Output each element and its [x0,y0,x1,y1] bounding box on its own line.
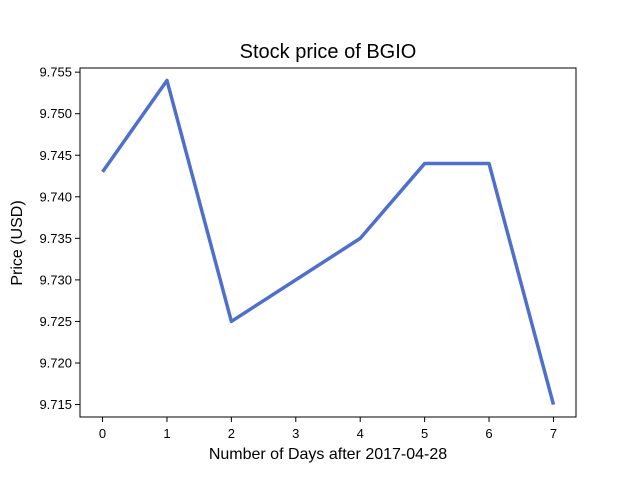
y-tick-label: 9.715 [39,397,72,412]
series-layer [101,78,556,405]
y-tick-label: 9.735 [39,231,72,246]
x-axis: 0 1 2 3 4 5 6 7 [99,417,557,441]
y-tick-label: 9.730 [39,272,72,287]
x-tick-label: 1 [163,426,170,441]
x-tick-label: 0 [99,426,106,441]
y-tick-label: 9.750 [39,106,72,121]
x-tick-label: 6 [485,426,492,441]
x-tick-label: 3 [292,426,299,441]
y-tick-label: 9.745 [39,148,72,163]
x-axis-label: Number of Days after 2017-04-28 [209,446,447,463]
y-tick-label: 9.740 [39,189,72,204]
x-tick-label: 4 [357,426,364,441]
x-tick-label: 5 [421,426,428,441]
price-series-line [101,78,556,405]
y-tick-label: 9.755 [39,65,72,80]
y-tick-label: 9.725 [39,314,72,329]
plot-area-frame [79,67,577,418]
chart-title: Stock price of BGIO [240,41,417,63]
y-axis-label: Price (USD) [9,200,26,285]
y-tick-label: 9.720 [39,355,72,370]
y-axis: 9.715 9.720 9.725 9.730 9.735 9.740 9.745 9.750… [39,65,80,412]
x-tick-label: 7 [550,426,557,441]
x-tick-label: 2 [228,426,235,441]
